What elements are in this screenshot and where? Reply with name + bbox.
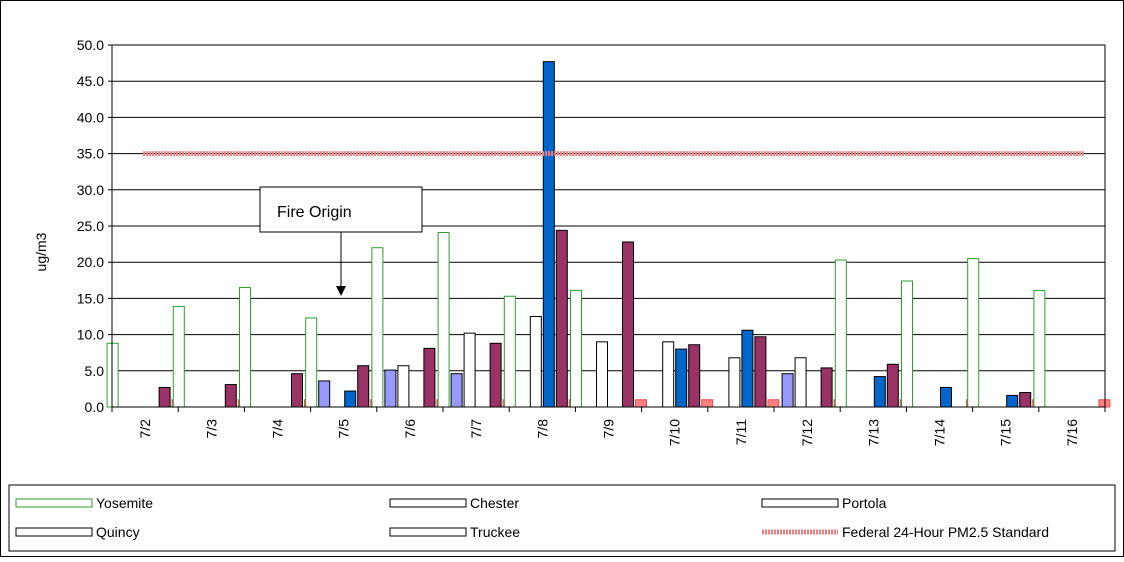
bar-portola-7-10 [688,344,701,408]
annotation-box [259,186,423,233]
bar-chester-7-10 [662,341,675,408]
bar-quincy-7-12 [781,373,794,408]
x-tick-labels: 7/2 7/3 7/4 7/5 7/6 7/7 7/8 7/9 7/10 7/11 7/12 7/13… [137,419,1080,446]
bar-yosemite-7-3 [172,305,185,408]
bar-truckee-7-5 [344,390,357,408]
y-tick-label: 45.0 [77,73,104,89]
legend-swatch-yosemite [15,498,93,508]
bar-truckee-7-13 [873,376,886,408]
bar-yosemite-7-14 [901,280,913,408]
bar-federal-24-hour-pm2-5-standard-7-9 [635,399,647,408]
y-axis-label: ug/m3 [33,232,49,271]
bar-yosemite-7-5 [305,317,318,408]
axes [111,45,1106,412]
bar-portola-7-13 [886,363,899,408]
bar-truckee-7-14 [940,386,952,408]
bar-portola-7-2 [158,386,171,408]
bar-portola-7-9 [622,241,634,408]
bar-portola-7-12 [820,367,833,408]
bar-portola-7-8 [555,229,568,408]
bar-yosemite-7-7 [437,232,450,408]
bar-federal-24-hour-pm2-5-standard-7-10 [701,399,714,408]
legend-label-yosemite: Yosemite [96,495,153,511]
bar-portola-7-3 [224,384,237,408]
bar-portola-7-11 [754,336,767,408]
bar-federal-24-hour-pm2-5-standard-7-16 [1098,399,1111,408]
x-tick-label: 7/15 [998,419,1014,446]
x-tick-label: 7/3 [203,419,219,439]
bar-yosemite-7-6 [371,247,384,408]
x-tick-label: 7/7 [468,419,484,439]
bar-truckee-7-8 [542,61,555,408]
legend-label-quincy: Quincy [96,524,140,540]
bar-portola-7-7 [489,342,502,408]
x-tick-label: 7/6 [402,419,418,439]
bar-truckee-7-11 [741,329,754,408]
bar-portola-7-4 [291,373,303,408]
legend-label-federal-24-hour-pm2-5-standard: Federal 24-Hour PM2.5 Standard [842,524,1049,540]
bar-chester-7-12 [794,357,807,408]
bar-chester-7-11 [728,357,741,408]
bar-truckee-7-15 [1006,394,1019,408]
y-tick-labels: 0.0 5.0 10.0 15.0 20.0 25.0 30.0 35.0 40.0 45.0 50… [77,37,104,415]
y-tick-label: 40.0 [77,109,104,125]
legend-swatch-portola [761,498,839,508]
annotation-arrow-head [336,286,346,296]
x-tick-label: 7/11 [733,419,749,445]
bar-yosemite-7-16 [1033,289,1046,408]
bar-chester-7-6 [397,365,410,408]
legend-swatch-quincy [15,527,93,537]
legend-swatch-truckee [389,527,467,537]
bar-quincy-7-5 [318,380,331,408]
y-tick-label: 35.0 [77,146,104,162]
bar-chester-7-9 [596,341,608,408]
x-tick-label: 7/2 [137,419,153,439]
bar-portola-7-6 [423,347,436,408]
y-tick-label: 0.0 [85,399,105,415]
bar-chester-7-8 [529,316,542,408]
bar-yosemite-7-9 [570,289,582,408]
bar-federal-24-hour-pm2-5-standard-7-11 [767,399,780,408]
y-tick-label: 5.0 [85,363,105,379]
x-tick-label: 7/13 [865,419,881,446]
y-tick-label: 20.0 [77,254,104,270]
bar-yosemite-7-2 [106,342,119,408]
bar-chester-7-7 [463,332,476,408]
bar-yosemite-7-4 [239,287,251,408]
legend-label-chester: Chester [470,495,519,511]
legend-label-truckee: Truckee [470,524,520,540]
x-tick-label: 7/8 [534,419,550,439]
x-tick-label: 7/16 [1064,419,1080,446]
fire-origin-annotation: Fire Origin [259,186,423,296]
bar-yosemite-7-15 [967,258,980,408]
y-tick-label: 25.0 [77,218,104,234]
y-tick-label: 10.0 [77,327,104,343]
bar-yosemite-7-13 [834,259,847,408]
x-tick-label: 7/12 [799,419,815,446]
bar-truckee-7-10 [675,348,688,408]
y-tick-label: 50.0 [77,37,104,53]
x-tick-label: 7/9 [601,419,617,439]
x-tick-label: 7/4 [270,419,286,439]
bar-portola-7-5 [357,365,370,408]
x-tick-label: 7/14 [932,419,948,446]
bar-quincy-7-7 [450,373,463,408]
legend-border [8,484,1116,552]
x-tick-label: 7/10 [667,419,683,446]
y-tick-label: 15.0 [77,290,104,306]
y-tick-label: 30.0 [77,182,104,198]
annotation-text: Fire Origin [277,204,352,221]
bars [106,61,1111,408]
bar-yosemite-7-8 [503,295,516,408]
legend-swatch-chester [389,498,467,508]
bar-portola-7-15 [1019,392,1032,408]
x-tick-label: 7/5 [336,419,352,439]
legend: Yosemite Chester Portola Quincy Truckee Feder… [8,484,1116,552]
legend-label-portola: Portola [842,495,887,511]
bar-quincy-7-6 [384,369,397,408]
